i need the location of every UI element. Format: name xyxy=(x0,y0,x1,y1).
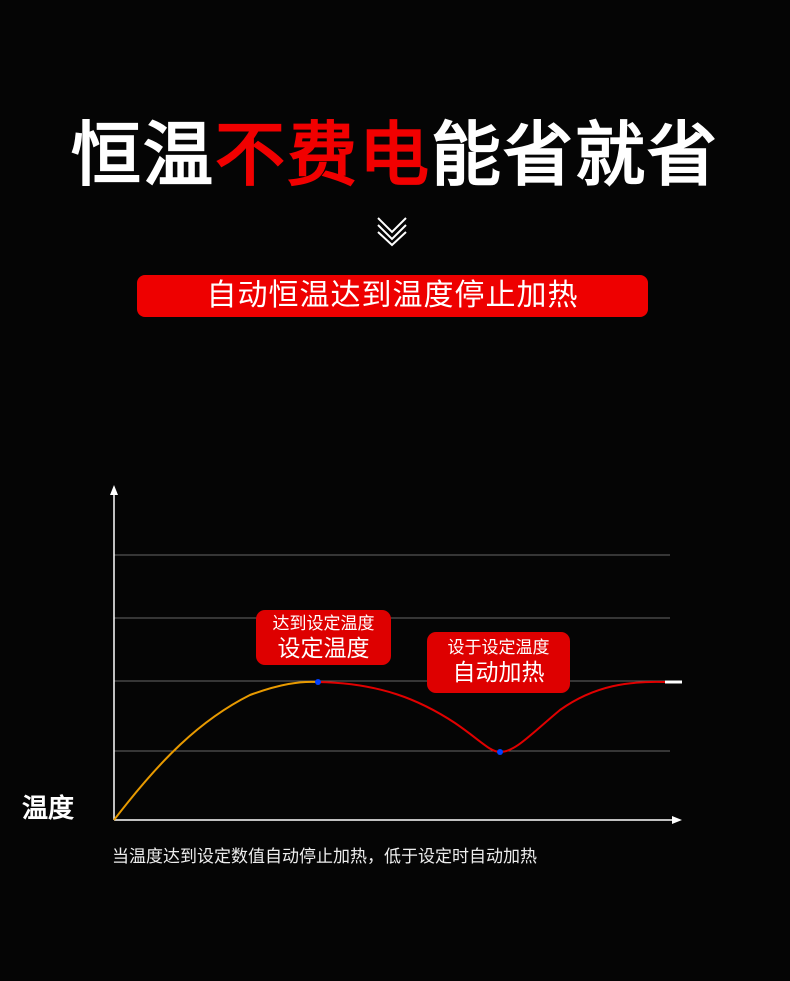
callout-below-line2: 自动加热 xyxy=(452,660,545,686)
headline-part1: 恒温 xyxy=(71,114,215,196)
double-chevron-down-icon xyxy=(377,217,407,247)
reheat-marker xyxy=(497,749,503,755)
callout-below-line1: 设于设定温度 xyxy=(447,638,550,658)
y-axis-label: 温度 xyxy=(22,794,75,824)
y-axis-arrow-icon xyxy=(110,485,118,495)
heating-curve xyxy=(113,680,319,821)
x-axis-arrow-icon xyxy=(672,816,682,824)
setpoint-reached-marker xyxy=(315,679,321,685)
callout-below-setpoint: 设于设定温度 自动加热 xyxy=(427,632,570,693)
headline-part3: 能省就省 xyxy=(431,114,719,196)
feature-banner: 自动恒温达到温度停止加热 xyxy=(137,275,648,317)
headline-part2: 不费电 xyxy=(215,114,431,196)
callout-reach-line1: 达到设定温度 xyxy=(272,614,375,634)
callout-reach-line2: 设定温度 xyxy=(277,636,370,662)
callout-reach-setpoint: 达到设定温度 设定温度 xyxy=(256,610,391,665)
caption: 当温度达到设定数值自动停止加热，低于设定时自动加热 xyxy=(112,847,537,867)
headline: 恒温不费电能省就省 xyxy=(0,110,790,200)
